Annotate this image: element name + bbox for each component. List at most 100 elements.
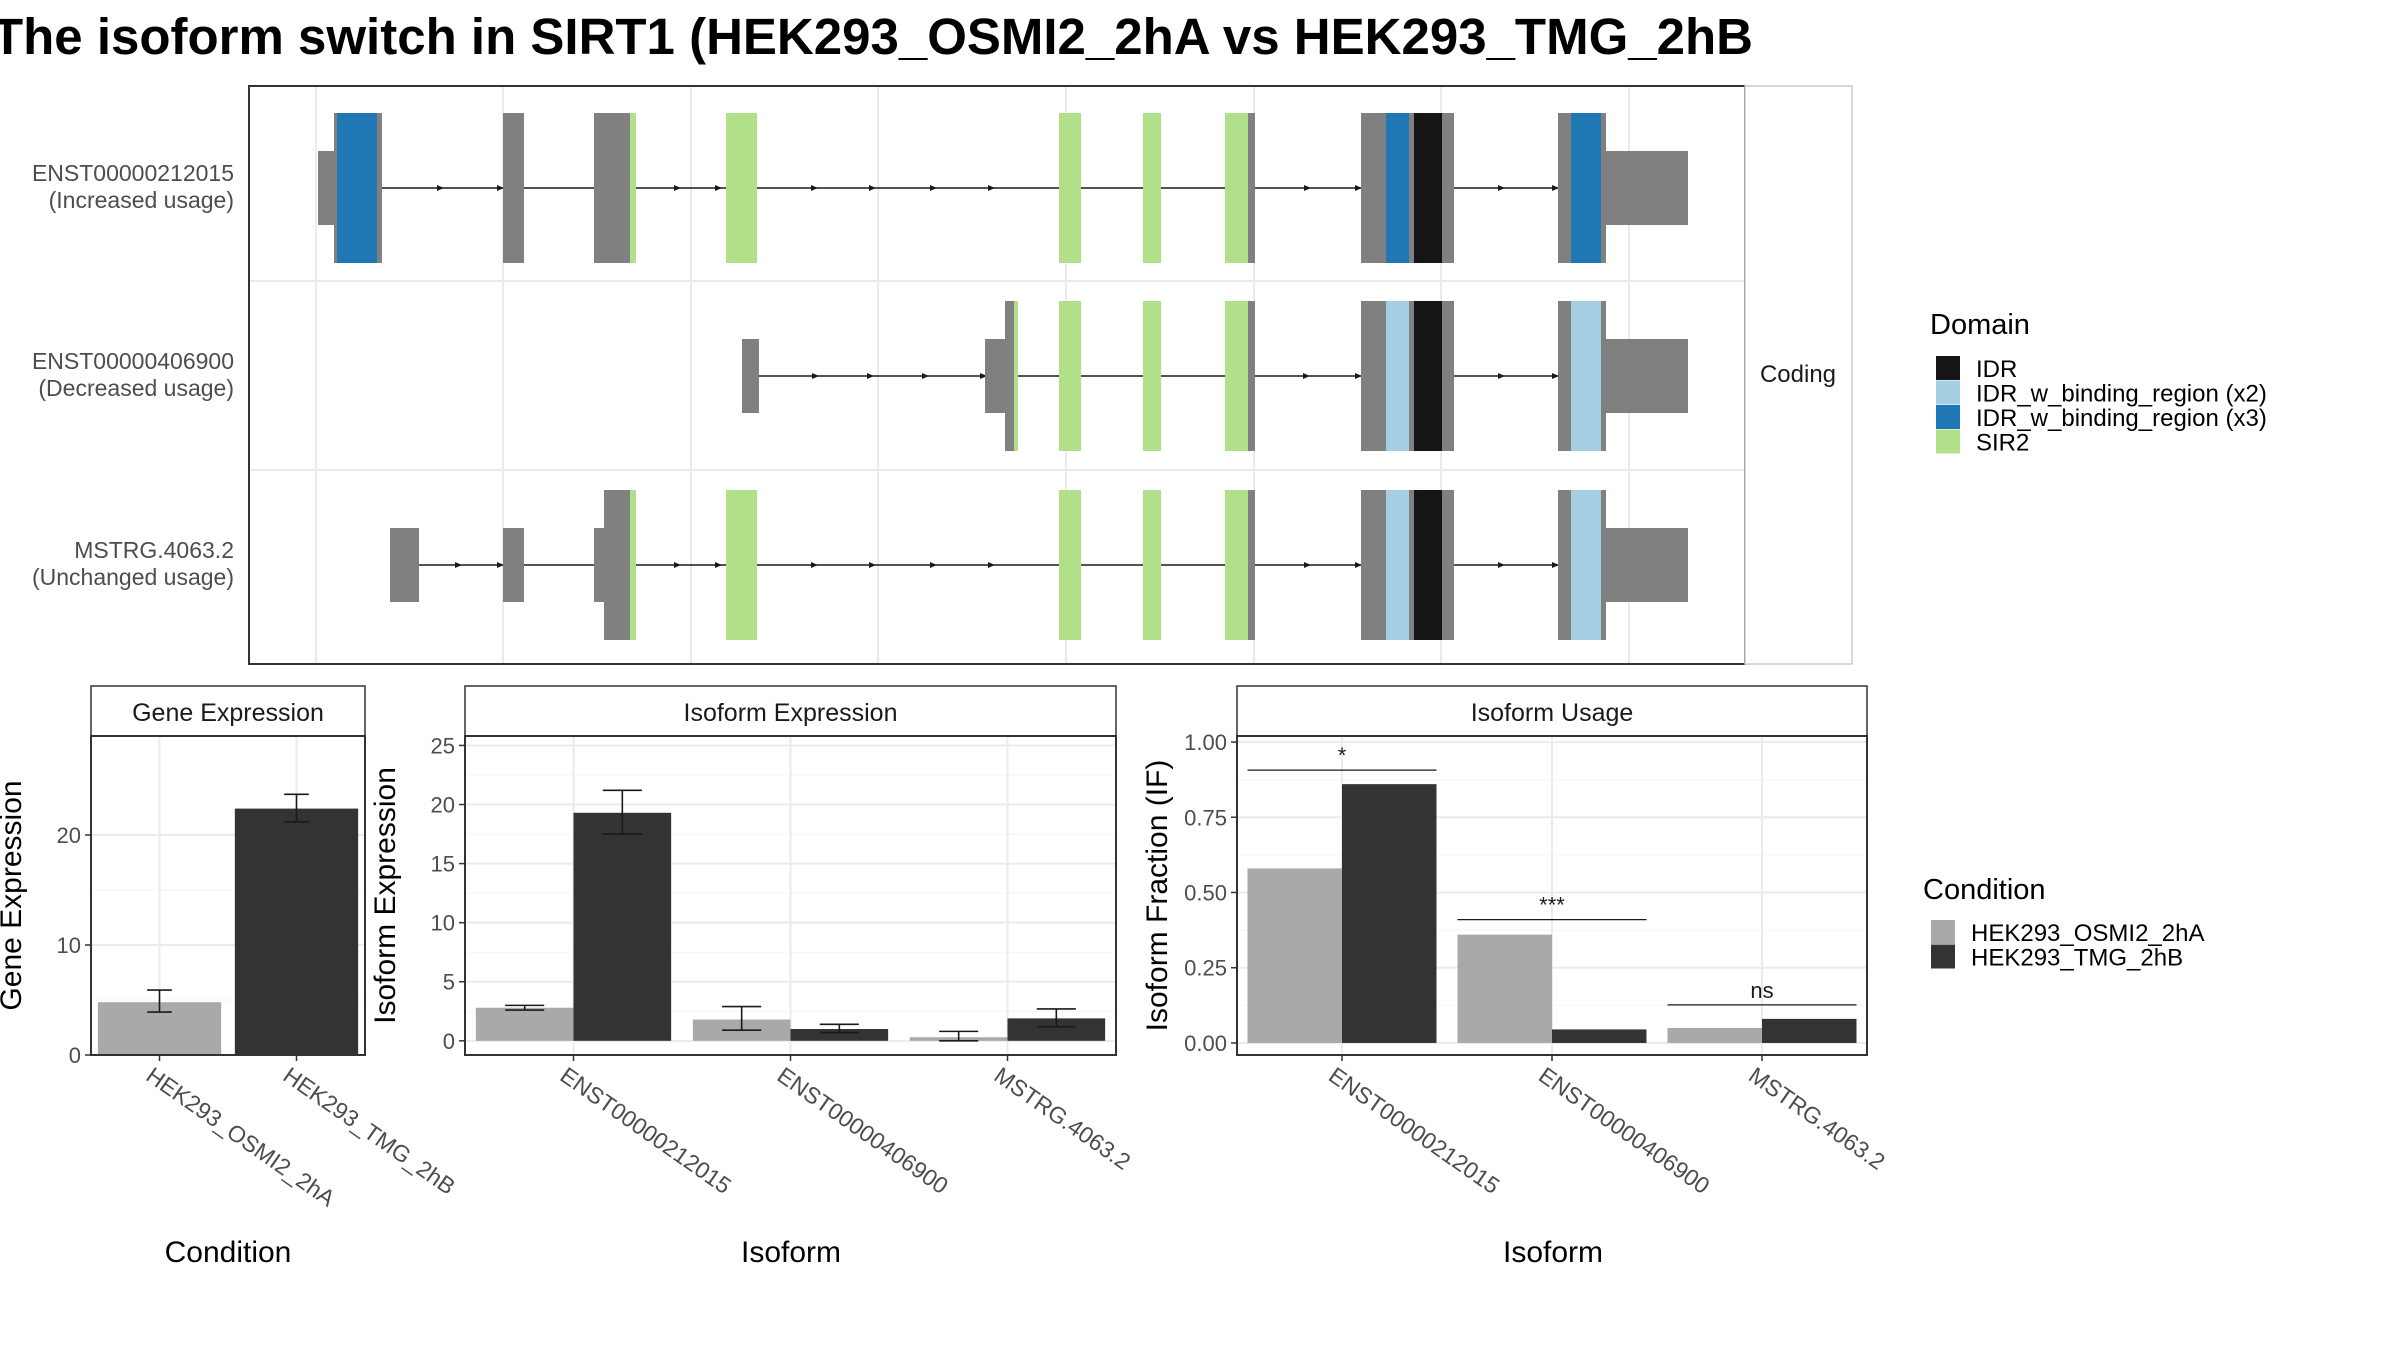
condition-legend-swatch [1931,920,1955,944]
domain-segment [1571,113,1601,263]
coding-strip [1744,85,1853,665]
exon-segment [1361,113,1386,263]
transcript-row-3 [390,490,1688,640]
x-tick-label: ENST00000212015 [1324,1062,1504,1199]
y-tick-label: 10 [57,933,81,958]
intron-direction-arrow [674,185,681,191]
domain-segment [630,490,636,640]
exon-segment [985,339,1005,413]
bar-chart-panels: Gene Expression01020HEK293_OSMI2_2hAHEK2… [0,685,1890,1269]
intron-direction-arrow [930,185,937,191]
domain-segment [337,113,377,263]
bar-panel-2: Isoform Expression 0 5 10 15 20 25 ENST00000212… [369,685,1136,1269]
intron-direction-arrow [988,562,995,568]
exon-segment [1248,301,1255,451]
y-tick-label: 0.00 [1184,1031,1227,1056]
y-axis-title: Isoform Expression [369,767,402,1024]
error-bar [505,1004,545,1011]
exon-segment [1606,339,1688,413]
y-axis-title: Gene Expression [0,780,28,1010]
exon-segment [1005,301,1014,451]
panel-title: Isoform Expression [684,699,898,727]
bar-HEK293_TMG_2hB-MSTRG.4063.2 [1007,1018,1106,1041]
intron-direction-arrow [1303,373,1310,379]
intron-direction-arrow [869,562,876,568]
condition-legend-label: HEK293_TMG_2hB [1971,945,2183,972]
domain-legend-title: Domain [1930,309,2030,341]
exon-segment [1248,113,1255,263]
x-tick-label: ENST00000406900 [773,1062,953,1199]
intron-direction-arrow [869,185,876,191]
x-axis-title: Isoform [741,1236,841,1269]
intron-direction-arrow [1552,373,1559,379]
bar-HEK293_TMG_2hB-ENST00000212015 [1342,784,1437,1043]
exon-segment [334,113,337,263]
y-tick-label: 0.50 [1184,880,1227,905]
isoform-label-1-usage: (Increased usage) [49,187,234,213]
intron-direction-arrow [1552,562,1559,568]
y-tick-label: 0.75 [1184,805,1227,830]
bar-panel-3: Isoform Usage****ns0.000.250.500.751.00E… [1141,685,1890,1269]
intron-direction-arrow [1498,373,1505,379]
domain-segment [1143,490,1161,640]
isoform-label-1-id: ENST00000212015 [32,160,234,186]
domain-segment [1386,301,1409,451]
exon-segment [1361,490,1386,640]
panel-strip [90,685,366,737]
domain-segment [1059,113,1081,263]
exon-segment [503,528,524,602]
bar-HEK293_TMG_2hB-ENST00000212015 [573,812,672,1041]
intron-direction-arrow [1355,185,1362,191]
intron-direction-arrow [1498,185,1505,191]
intron-direction-arrow [930,562,937,568]
exon-segment [1409,113,1414,263]
domain-segment [1143,301,1161,451]
significance-label: * [1338,743,1347,768]
x-axis-title: Isoform [1503,1236,1603,1269]
intron-direction-arrow [811,562,818,568]
y-tick-label: 25 [431,733,455,758]
domain-segment [1386,113,1409,263]
intron-direction-arrow [922,373,929,379]
intron-direction-arrow [497,562,504,568]
significance-label: *** [1539,893,1565,918]
domain-segment [1225,301,1248,451]
x-tick-label: MSTRG.4063.2 [1744,1062,1890,1175]
condition-legend-swatch [1931,944,1955,969]
exon-segment [594,113,630,263]
intron-direction-arrow [867,373,874,379]
condition-legend-label: HEK293_OSMI2_2hA [1971,920,2204,947]
domain-segment [1414,301,1442,451]
bar-HEK293_TMG_2hB-MSTRG.4063.2 [1762,1018,1857,1043]
error-bar [819,1023,859,1034]
isoform-row-labels: ENST00000212015 (Increased usage) ENST00… [32,160,234,590]
exon-segment [1409,490,1414,640]
bar-HEK293_TMG_2hB-ENST00000406900 [1552,1029,1647,1043]
domain-segment [1414,490,1442,640]
y-tick-label: 10 [431,911,455,936]
domain-legend-swatch [1936,405,1960,429]
domain-segment [726,490,757,640]
intron-direction-arrow [715,185,722,191]
error-bar [147,989,172,1013]
transcript-structure-panel: Coding ENST00000212015 (Increased usage)… [32,85,1853,665]
y-tick-label: 0 [69,1043,81,1068]
y-tick-label: 0.25 [1184,956,1227,981]
exon-segment [377,113,382,263]
domain-segment [1059,490,1081,640]
y-tick-label: 20 [431,793,455,818]
domain-segment [726,113,757,263]
intron-direction-arrow [497,185,504,191]
exon-segment [1601,113,1606,263]
isoform-label-2-usage: (Decreased usage) [38,375,234,401]
exon-segment [1601,490,1606,640]
transcript-row-2 [742,301,1688,451]
y-tick-label: 15 [431,852,455,877]
x-tick-label: MSTRG.4063.2 [990,1062,1136,1175]
intron-direction-arrow [715,562,722,568]
domain-segment [1571,490,1601,640]
y-axis-title: Isoform Fraction (IF) [1141,760,1174,1032]
